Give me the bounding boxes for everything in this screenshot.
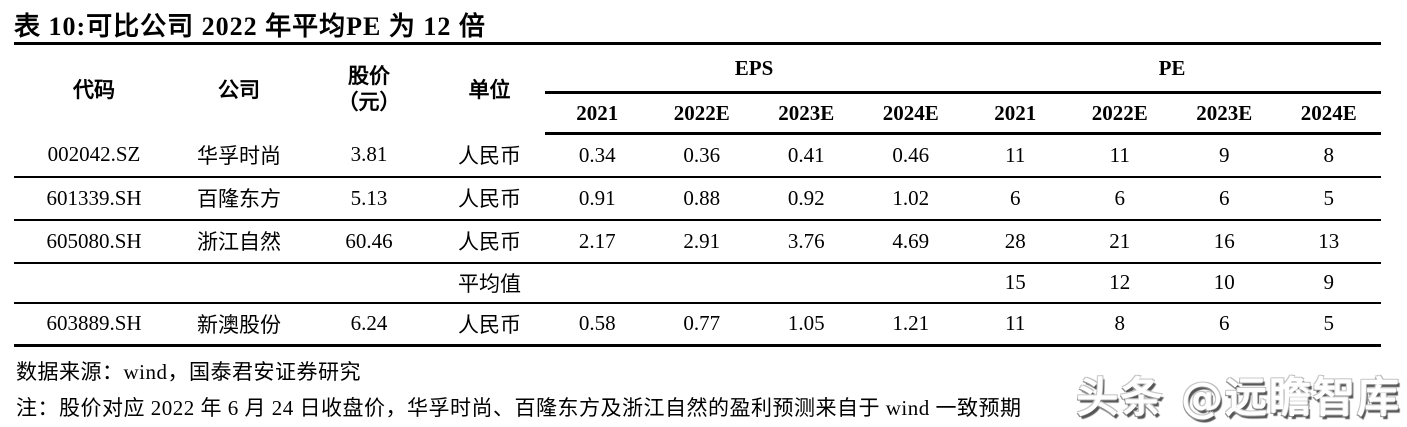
header-group-eps: EPS xyxy=(545,43,963,94)
cell-eps-2024e: 1.21 xyxy=(858,302,963,347)
table-row: 601339.SH 百隆东方 5.13 人民币 0.91 0.88 0.92 1… xyxy=(14,176,1381,221)
avg-pe-2024e: 9 xyxy=(1276,262,1381,304)
cell-eps-2022e: 0.77 xyxy=(649,302,754,347)
cell-pe-2021: 11 xyxy=(963,302,1068,347)
cell-eps-2024e: 1.02 xyxy=(858,176,963,221)
cell-pe-2023e: 6 xyxy=(1172,176,1277,221)
cell-empty xyxy=(754,262,859,304)
header-pe-year-2022e: 2022E xyxy=(1067,92,1172,135)
cell-price: 5.13 xyxy=(304,176,434,221)
header-eps-year-2023e: 2023E xyxy=(754,92,859,135)
header-eps-year-2024e: 2024E xyxy=(858,92,963,135)
avg-pe-2022e: 12 xyxy=(1067,262,1172,304)
cell-eps-2022e: 2.91 xyxy=(649,219,754,264)
cell-unit: 人民币 xyxy=(434,219,545,264)
cell-eps-2023e: 1.05 xyxy=(754,302,859,347)
cell-price: 3.81 xyxy=(304,133,434,178)
average-row: 平均值 15 12 10 9 xyxy=(14,262,1381,304)
table-row: 002042.SZ 华孚时尚 3.81 人民币 0.34 0.36 0.41 0… xyxy=(14,133,1381,178)
cell-empty xyxy=(304,262,434,304)
cell-pe-2021: 28 xyxy=(963,219,1068,264)
header-price: 股价 （元） xyxy=(304,44,434,134)
cell-pe-2021: 6 xyxy=(963,176,1068,221)
cell-eps-2021: 0.58 xyxy=(545,302,650,347)
cell-pe-2022e: 21 xyxy=(1067,219,1172,264)
table-row: 605080.SH 浙江自然 60.46 人民币 2.17 2.91 3.76 … xyxy=(14,219,1381,264)
cell-eps-2023e: 0.92 xyxy=(754,176,859,221)
table-title: 表 10:可比公司 2022 年平均PE 为 12 倍 xyxy=(14,12,486,41)
cell-pe-2021: 11 xyxy=(963,133,1068,178)
cell-unit: 人民币 xyxy=(434,302,545,347)
cell-eps-2021: 2.17 xyxy=(545,219,650,264)
cell-empty xyxy=(649,262,754,304)
data-source-note: 数据来源：wind，国泰君安证券研究 xyxy=(16,360,361,384)
cell-pe-2022e: 6 xyxy=(1067,176,1172,221)
average-label: 平均值 xyxy=(434,262,545,304)
cell-company: 华孚时尚 xyxy=(174,133,304,178)
watermark-toutiao-yuanzhan: 头条 @远瞻智库 xyxy=(1076,373,1401,422)
header-code: 代码 xyxy=(73,78,115,103)
cell-eps-2022e: 0.36 xyxy=(649,133,754,178)
header-price-line1: 股价 xyxy=(348,64,390,89)
header-group-pe: PE xyxy=(963,43,1381,94)
cell-company: 浙江自然 xyxy=(174,219,304,264)
cell-pe-2024e: 5 xyxy=(1276,176,1381,221)
cell-empty xyxy=(545,262,650,304)
cell-eps-2024e: 4.69 xyxy=(858,219,963,264)
header-eps-year-2021: 2021 xyxy=(545,92,650,135)
cell-unit: 人民币 xyxy=(434,133,545,178)
cell-empty xyxy=(14,262,174,304)
cell-pe-2024e: 8 xyxy=(1276,133,1381,178)
cell-code: 605080.SH xyxy=(14,219,174,264)
cell-price: 6.24 xyxy=(304,302,434,347)
cell-pe-2023e: 16 xyxy=(1172,219,1277,264)
header-unit: 单位 xyxy=(468,78,511,103)
avg-pe-2021: 15 xyxy=(963,262,1068,304)
header-pe-year-2021: 2021 xyxy=(963,92,1068,135)
header-pe-year-2023e: 2023E xyxy=(1172,92,1277,135)
cell-company: 百隆东方 xyxy=(174,176,304,221)
cell-code: 603889.SH xyxy=(14,302,174,347)
header-pe-year-2024e: 2024E xyxy=(1276,92,1381,135)
header-eps-year-2022e: 2022E xyxy=(649,92,754,135)
avg-pe-2023e: 10 xyxy=(1172,262,1277,304)
cell-unit: 人民币 xyxy=(434,176,545,221)
cell-eps-2024e: 0.46 xyxy=(858,133,963,178)
comparable-companies-table: 代码 公司 股价 （元） 单位 EPS PE 2021 2022E 2023E … xyxy=(14,42,1381,347)
cell-eps-2021: 0.34 xyxy=(545,133,650,178)
cell-eps-2021: 0.91 xyxy=(545,176,650,221)
table-row: 603889.SH 新澳股份 6.24 人民币 0.58 0.77 1.05 1… xyxy=(14,302,1381,347)
footnote: 注：股价对应 2022 年 6 月 24 日收盘价，华孚时尚、百隆东方及浙江自然… xyxy=(16,396,1022,420)
table-header: 代码 公司 股价 （元） 单位 EPS PE 2021 2022E 2023E … xyxy=(14,43,1381,135)
cell-pe-2024e: 5 xyxy=(1276,302,1381,347)
cell-pe-2024e: 13 xyxy=(1276,219,1381,264)
cell-eps-2023e: 3.76 xyxy=(754,219,859,264)
header-price-line2: （元） xyxy=(337,90,401,115)
cell-empty xyxy=(174,262,304,304)
cell-empty xyxy=(858,262,963,304)
cell-eps-2022e: 0.88 xyxy=(649,176,754,221)
cell-company: 新澳股份 xyxy=(174,302,304,347)
cell-pe-2022e: 8 xyxy=(1067,302,1172,347)
cell-pe-2023e: 9 xyxy=(1172,133,1277,178)
cell-code: 002042.SZ xyxy=(14,133,174,178)
cell-pe-2022e: 11 xyxy=(1067,133,1172,178)
cell-eps-2023e: 0.41 xyxy=(754,133,859,178)
cell-pe-2023e: 6 xyxy=(1172,302,1277,347)
cell-price: 60.46 xyxy=(304,219,434,264)
cell-code: 601339.SH xyxy=(14,176,174,221)
header-company: 公司 xyxy=(218,78,260,103)
